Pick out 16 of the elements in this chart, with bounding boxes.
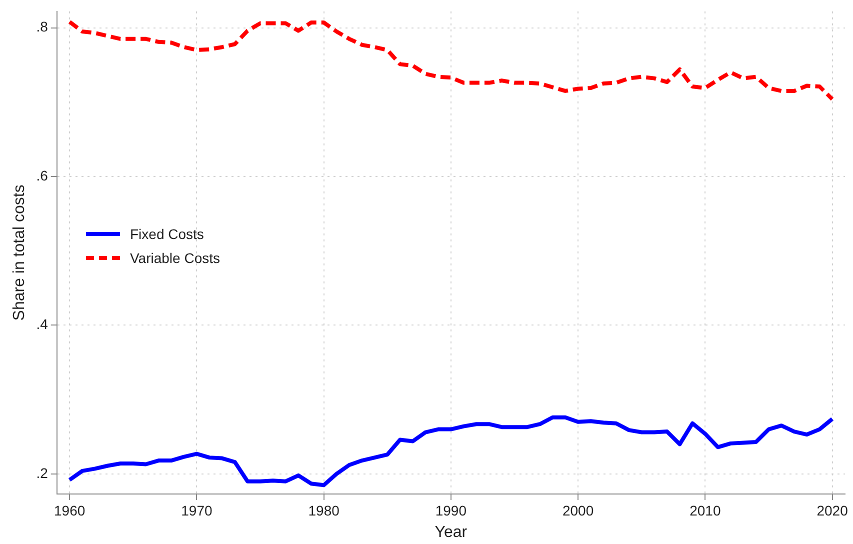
x-tick-label: 1970 (181, 502, 212, 518)
legend-label: Variable Costs (130, 250, 220, 266)
line-series (68, 20, 834, 102)
x-tick-label: 2010 (690, 502, 721, 518)
legend-label: Fixed Costs (130, 226, 204, 242)
x-axis-title: Year (434, 524, 468, 541)
x-tick-label: 1980 (308, 502, 340, 518)
y-tick-label: .8 (36, 18, 48, 35)
x-tick-label: 1960 (54, 502, 86, 518)
x-tick-label: 1990 (435, 502, 467, 518)
y-tick-label: .2 (36, 464, 48, 481)
y-axis-title: Share in total costs (11, 184, 28, 321)
x-tick-label: 2000 (562, 502, 594, 518)
x-tick-label: 2020 (816, 502, 848, 518)
y-tick-label: .4 (36, 316, 48, 332)
y-tick-label: .6 (36, 167, 48, 184)
